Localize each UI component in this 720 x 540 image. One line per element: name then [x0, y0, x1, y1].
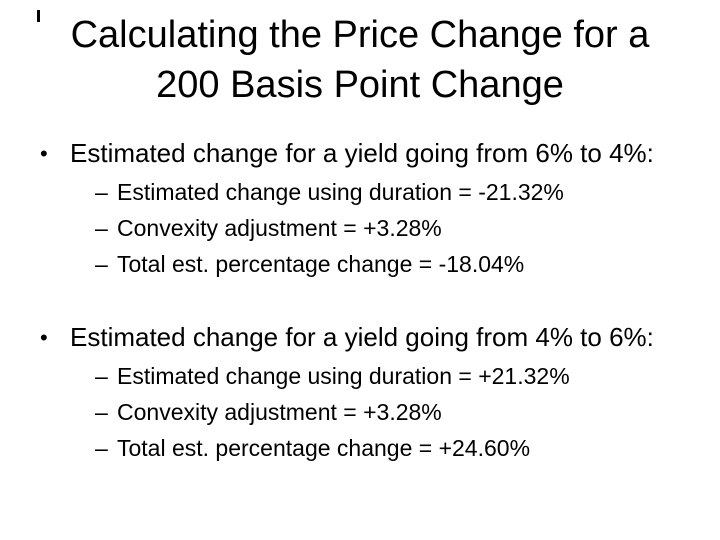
sub-bullet-item: – Total est. percentage change = -18.04% — [95, 251, 700, 278]
bullet-glyph: • — [40, 325, 48, 351]
bullet-item: • Estimated change for a yield going fro… — [40, 138, 700, 170]
sub-bullet-item: – Convexity adjustment = +3.28% — [95, 215, 700, 242]
title-line-1: Calculating the Price Change for a — [70, 14, 650, 56]
dash-glyph: – — [95, 215, 108, 242]
sub-bullet-text: Estimated change using duration = -21.32… — [117, 179, 564, 206]
bullet-glyph: • — [40, 141, 48, 167]
bullet-item: • Estimated change for a yield going fro… — [40, 322, 700, 354]
dash-glyph: – — [95, 435, 108, 462]
slide-body: • Estimated change for a yield going fro… — [0, 138, 720, 462]
dash-glyph: – — [95, 179, 108, 206]
bullet-group-1: • Estimated change for a yield going fro… — [40, 138, 700, 278]
bullet-text: Estimated change for a yield going from … — [70, 138, 654, 169]
sub-bullet-item: – Total est. percentage change = +24.60% — [95, 435, 700, 462]
bullet-group-2: • Estimated change for a yield going fro… — [40, 322, 700, 462]
sub-bullet-item: – Estimated change using duration = +21.… — [95, 363, 700, 390]
dash-glyph: – — [95, 363, 108, 390]
sub-bullet-text: Estimated change using duration = +21.32… — [117, 363, 570, 390]
dash-glyph: – — [95, 399, 108, 426]
sub-bullet-text: Total est. percentage change = +24.60% — [117, 435, 531, 462]
slide-title: Calculating the Price Change for a 200 B… — [28, 10, 692, 110]
sub-bullet-list: – Estimated change using duration = -21.… — [95, 179, 700, 278]
stray-mark-artifact — [37, 10, 40, 22]
title-line-2: 200 Basis Point Change — [156, 64, 564, 107]
dash-glyph: – — [95, 251, 108, 278]
sub-bullet-text: Convexity adjustment = +3.28% — [117, 399, 442, 426]
sub-bullet-text: Convexity adjustment = +3.28% — [117, 215, 442, 242]
sub-bullet-list: – Estimated change using duration = +21.… — [95, 363, 700, 462]
sub-bullet-item: – Estimated change using duration = -21.… — [95, 179, 700, 206]
sub-bullet-text: Total est. percentage change = -18.04% — [117, 251, 525, 278]
bullet-text: Estimated change for a yield going from … — [70, 322, 654, 353]
sub-bullet-item: – Convexity adjustment = +3.28% — [95, 399, 700, 426]
